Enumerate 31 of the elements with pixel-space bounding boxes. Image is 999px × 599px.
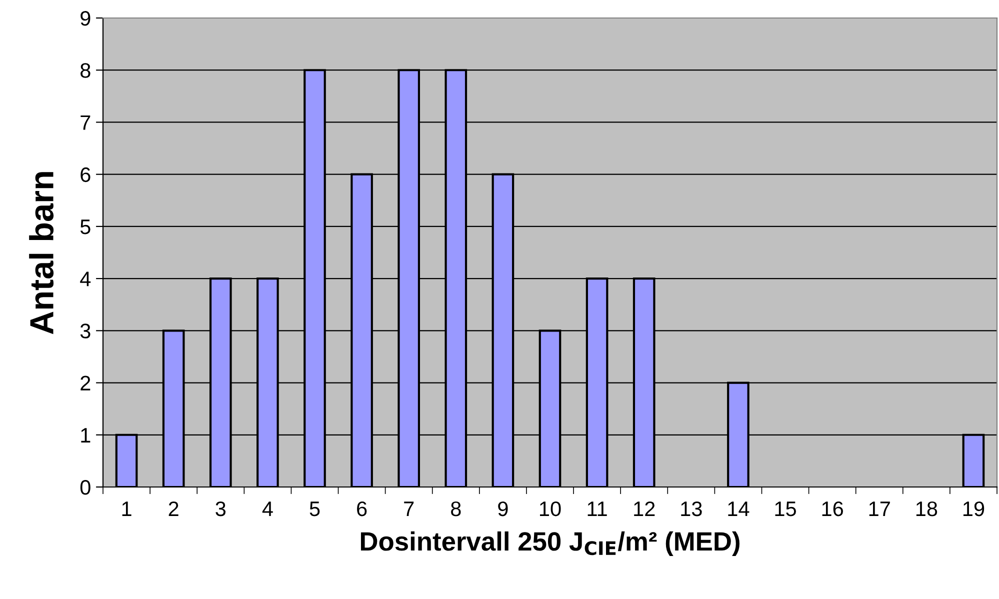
y-tick-label: 1 <box>81 428 90 442</box>
y-tick-label: 6 <box>80 167 90 182</box>
y-axis-title: Antal barn <box>29 172 54 334</box>
y-tick-label: 7 <box>80 115 90 130</box>
y-tick-label: 5 <box>80 220 90 234</box>
y-tick-label: 3 <box>80 324 90 338</box>
x-tick-label: 6 <box>357 501 367 516</box>
y-tick-label: 4 <box>80 272 91 286</box>
x-tick-label: 18 <box>916 501 938 516</box>
x-tick-label: 5 <box>310 502 320 516</box>
x-axis-title: Dosintervall 250 J$_{CIE}$/m² (MED) <box>360 531 740 556</box>
x-tick-label: 2 <box>168 501 178 516</box>
x-tick-label: 13 <box>681 501 702 516</box>
x-tick-label: 8 <box>451 501 461 516</box>
x-tick-label: 12 <box>634 501 655 516</box>
y-tick-label: 9 <box>80 11 90 26</box>
x-tick-label: 11 <box>588 502 607 516</box>
x-tick-label: 17 <box>869 502 890 516</box>
x-tick-label: 9 <box>498 501 508 516</box>
x-tick-label: 10 <box>540 501 561 516</box>
y-tick-label: 8 <box>80 63 90 78</box>
x-tick-label: 15 <box>775 502 796 516</box>
x-tick-label: 16 <box>822 501 843 516</box>
x-tick-label: 7 <box>404 502 414 516</box>
y-tick-label: 2 <box>80 376 90 390</box>
x-tick-label: 14 <box>728 502 750 516</box>
x-tick-label: 3 <box>216 501 226 516</box>
x-tick-label: 4 <box>262 502 273 516</box>
x-tick-label: 19 <box>963 501 984 516</box>
y-tick-label: 0 <box>80 480 90 495</box>
x-tick-label: 1 <box>122 502 132 516</box>
